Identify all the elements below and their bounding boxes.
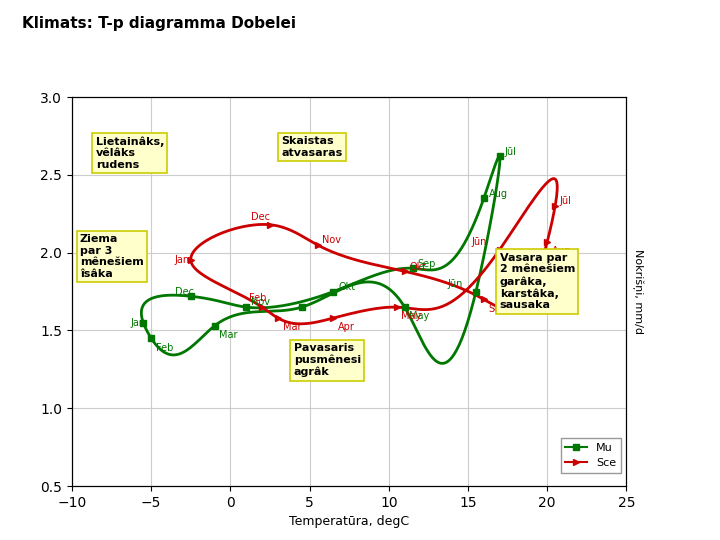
- Text: Mar: Mar: [283, 322, 301, 332]
- Text: Skaistas
atvasaras: Skaistas atvasaras: [281, 136, 342, 158]
- Text: Ziema
par 3
mênešiem
îsâka: Ziema par 3 mênešiem îsâka: [80, 234, 144, 279]
- Text: Dec: Dec: [175, 287, 194, 296]
- X-axis label: Temperatūra, degC: Temperatūra, degC: [289, 515, 409, 528]
- Text: Nov: Nov: [251, 298, 270, 307]
- Text: Mar: Mar: [220, 330, 238, 340]
- Text: Klimats: T-p diagramma Dobelei: Klimats: T-p diagramma Dobelei: [22, 16, 296, 31]
- Text: Jūn: Jūn: [471, 237, 487, 247]
- Text: May: May: [410, 312, 430, 321]
- Text: Sep: Sep: [418, 259, 436, 268]
- Text: Vasara par
2 mênešiem
garâka,
karstâka,
sausaka: Vasara par 2 mênešiem garâka, karstâka, …: [500, 253, 575, 310]
- Text: Aug: Aug: [552, 246, 571, 256]
- Text: Pavasaris
pusmênesi
agrâk: Pavasaris pusmênesi agrâk: [294, 343, 361, 377]
- Text: Feb: Feb: [249, 293, 267, 303]
- Y-axis label: Nokrišņi, mm/d: Nokrišņi, mm/d: [631, 249, 643, 334]
- Text: Jan: Jan: [130, 318, 145, 328]
- Text: Jan: Jan: [175, 255, 190, 266]
- Text: Feb: Feb: [156, 342, 174, 353]
- Text: Lietainâks,
vêlâks
rudens: Lietainâks, vêlâks rudens: [96, 136, 164, 170]
- Text: Okt: Okt: [338, 282, 355, 292]
- Text: Dec: Dec: [251, 212, 270, 222]
- Text: Nov: Nov: [323, 235, 341, 245]
- Text: Jūn: Jūn: [447, 279, 463, 289]
- Text: Sep: Sep: [489, 303, 507, 314]
- Text: Apr: Apr: [338, 322, 355, 332]
- Text: Jūl: Jūl: [505, 147, 516, 157]
- Text: May: May: [402, 312, 422, 321]
- Legend: Mu, Sce: Mu, Sce: [561, 438, 621, 472]
- Text: Jūl: Jūl: [560, 197, 572, 206]
- Text: Aug: Aug: [489, 188, 508, 199]
- Text: Okt: Okt: [410, 262, 426, 272]
